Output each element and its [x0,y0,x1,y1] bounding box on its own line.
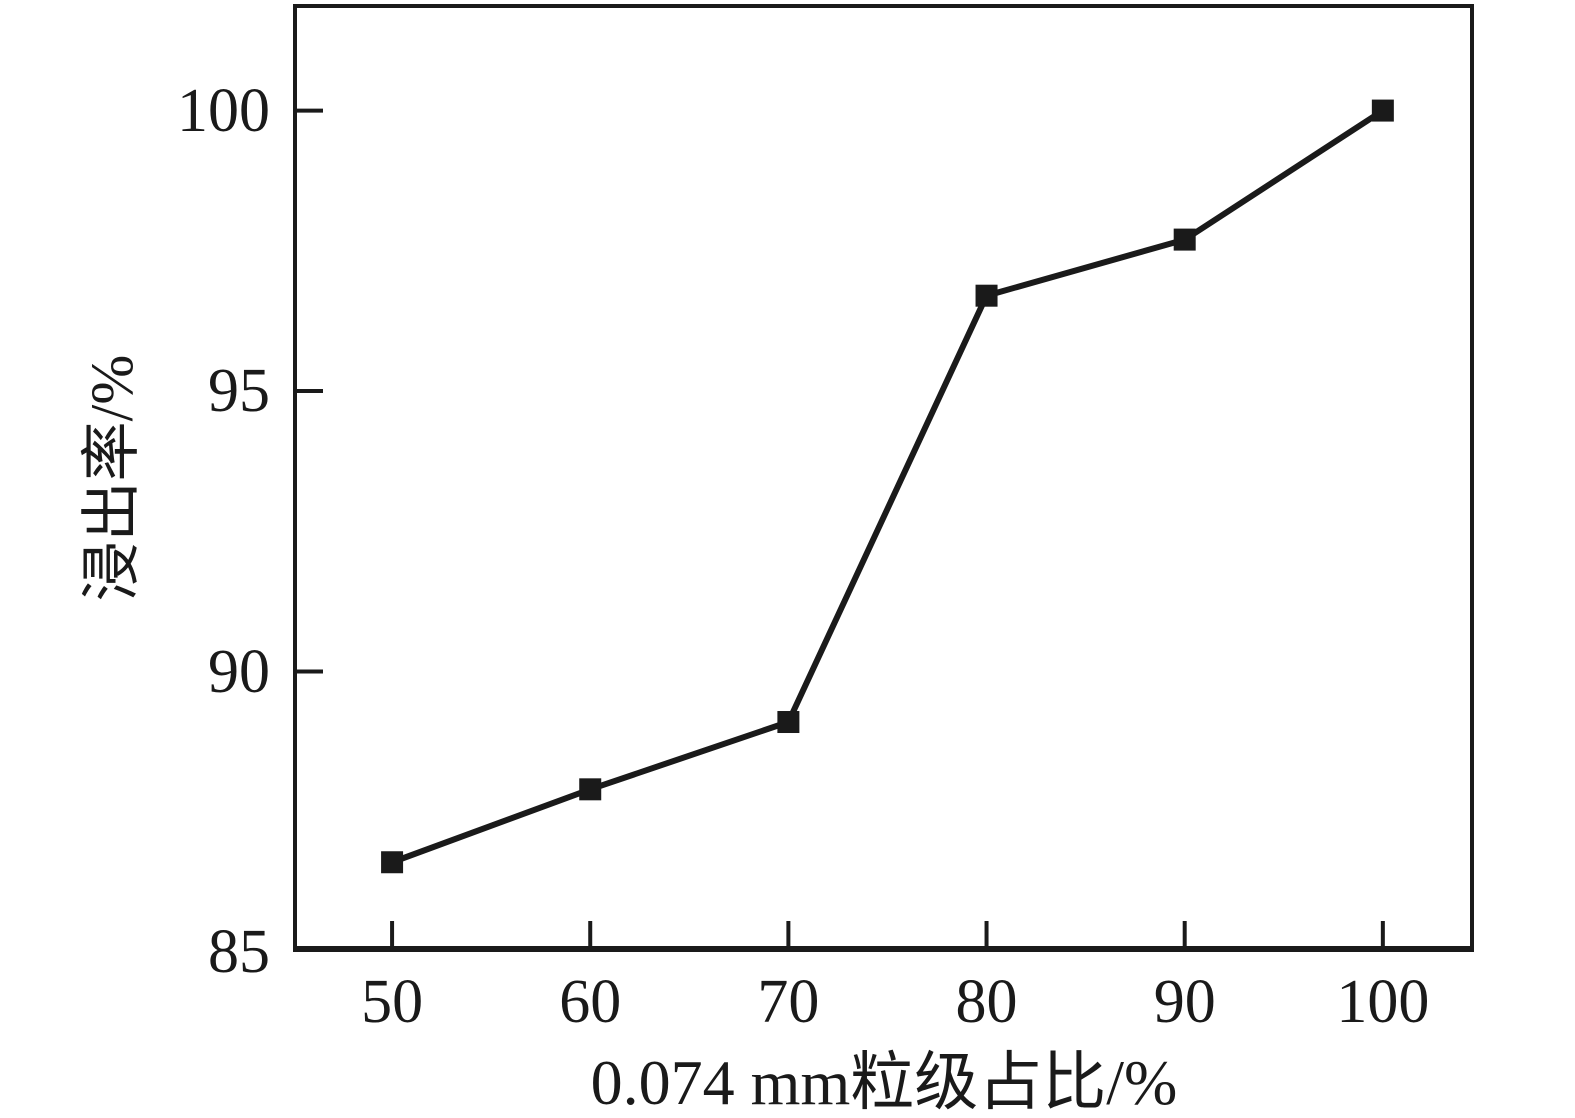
data-point-marker [381,851,404,874]
x-axis-title: 0.074 mm粒级占比/% [590,1047,1178,1118]
x-tick-label-100: 100 [1336,968,1430,1036]
y-tick-label-90: 90 [208,637,270,706]
plot-area [293,4,1474,952]
data-point-marker [777,711,800,734]
data-point-marker [579,778,602,801]
plot-canvas [293,4,1474,952]
y-tick-label-85: 85 [208,918,270,986]
data-point-marker [1371,99,1394,122]
data-point-marker [1173,228,1196,251]
x-tick-label-90: 90 [1153,968,1216,1036]
y-tick-label-100: 100 [177,76,270,145]
y-tick-label-95: 95 [208,357,270,426]
data-line [391,108,1385,866]
x-tick-label-60: 60 [559,968,622,1036]
y-axis-title: 浸出率/% [79,354,145,602]
x-tick-label-70: 70 [757,968,820,1036]
data-point-marker [975,284,998,307]
x-tick-label-50: 50 [361,968,424,1036]
x-tick-label-80: 80 [955,968,1018,1036]
